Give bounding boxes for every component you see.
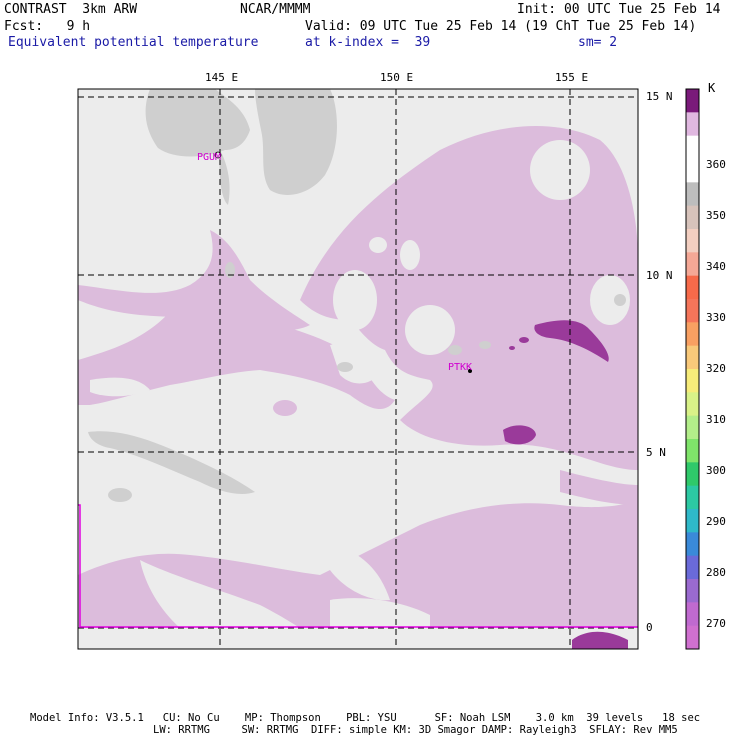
map-frame: [77, 88, 639, 650]
colorbar: [686, 89, 699, 650]
colorbar-swatch: [686, 602, 699, 627]
colorbar-tick-350: 350: [706, 209, 726, 222]
colorbar-tick-360: 360: [706, 158, 726, 171]
colorbar-tick-290: 290: [706, 515, 726, 528]
pgum-marker: [214, 151, 222, 159]
lon-label-145: 145 E: [205, 71, 239, 84]
model-name: CONTRAST 3km ARW: [4, 2, 138, 17]
colorbar-tick-280: 280: [706, 566, 726, 579]
colorbar-swatch: [686, 159, 699, 183]
smoothing-label: sm= 2: [578, 35, 618, 50]
colorbar-tick-330: 330: [706, 311, 726, 324]
colorbar-swatch: [686, 112, 699, 137]
lat-label-10n: 10 N: [646, 269, 673, 282]
colorbar-swatch: [686, 625, 699, 650]
lon-label-155: 155 E: [555, 71, 589, 84]
graticule: [78, 89, 638, 649]
colorbar-tick-270: 270: [706, 617, 726, 630]
init-time: Init: 00 UTC Tue 25 Feb 14: [517, 2, 721, 17]
lat-label-15n: 15 N: [646, 90, 673, 103]
ptkk-marker: [468, 369, 472, 373]
colorbar-swatch: [686, 205, 699, 230]
colorbar-swatch: [686, 579, 699, 603]
station-pgum: PGUM: [197, 152, 222, 163]
colorbar-swatch: [686, 299, 699, 323]
forecast-hour: Fcst: 9 h: [4, 19, 91, 34]
colorbar-swatch: [686, 275, 699, 300]
colorbar-tick-300: 300: [706, 464, 726, 477]
colorbar-unit: K: [708, 81, 716, 95]
colorbar-swatch: [686, 485, 699, 510]
colorbar-swatch: [686, 135, 699, 160]
colorbar-swatch: [686, 392, 699, 417]
field-name: Equivalent potential temperature: [8, 35, 259, 50]
colorbar-swatch: [686, 182, 699, 207]
colorbar-tick-310: 310: [706, 413, 726, 426]
lat-label-0: 0: [646, 621, 653, 634]
colorbar-swatch: [686, 532, 699, 557]
colorbar-swatch: [686, 439, 699, 463]
model-info-line1: Model Info: V3.5.1 CU: No Cu MP: Thompso…: [30, 712, 701, 724]
colorbar-tick-340: 340: [706, 260, 726, 273]
purple-cores: [503, 320, 628, 649]
station-ptkk: PTKK: [448, 362, 473, 373]
source-label: NCAR/MMMM: [240, 2, 311, 17]
model-info-line2: LW: RRTMG SW: RRTMG DIFF: simple KM: 3D …: [153, 724, 678, 736]
valid-time: Valid: 09 UTC Tue 25 Feb 14 (19 ChT Tue …: [305, 19, 697, 34]
level-label: at k-index = 39: [305, 35, 431, 50]
colorbar-swatch: [686, 462, 699, 487]
colorbar-swatch: [686, 509, 699, 533]
colorbar-swatch: [686, 345, 699, 370]
lat-label-5n: 5 N: [646, 446, 666, 459]
colorbar-tick-320: 320: [706, 362, 726, 375]
colorbar-swatch: [686, 322, 699, 347]
colorbar-swatch: [686, 89, 699, 113]
lon-label-150: 150 E: [380, 71, 414, 84]
colorbar-swatch: [686, 252, 699, 277]
gray-regions: [88, 89, 626, 502]
colorbar-swatch: [686, 369, 699, 393]
colorbar-swatch: [686, 415, 699, 440]
domain-boundary: [78, 504, 638, 628]
colorbar-swatch: [686, 229, 699, 253]
colorbar-swatch: [686, 555, 699, 580]
colorbar-frame: [685, 88, 700, 650]
